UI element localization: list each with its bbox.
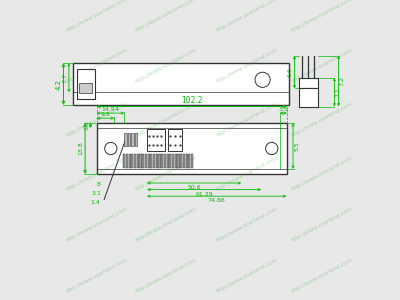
Bar — [158, 154, 160, 168]
Bar — [137, 154, 139, 168]
Bar — [180, 154, 182, 168]
Bar — [142, 154, 144, 168]
Text: http://www.soarland.com: http://www.soarland.com — [134, 48, 197, 84]
Bar — [147, 129, 165, 151]
Text: 14.94: 14.94 — [102, 107, 119, 112]
Bar — [126, 154, 128, 168]
Text: http://www.soarland.com: http://www.soarland.com — [215, 48, 278, 84]
Text: 74.86: 74.86 — [208, 198, 226, 203]
Text: http://www.soarland.com: http://www.soarland.com — [215, 102, 278, 138]
Bar — [191, 154, 193, 168]
Bar — [169, 154, 171, 168]
Bar — [123, 154, 125, 168]
Text: http://www.soarland.com: http://www.soarland.com — [134, 156, 197, 192]
Text: 5.5: 5.5 — [294, 141, 300, 151]
Text: 102.2: 102.2 — [181, 96, 202, 105]
Bar — [134, 154, 136, 168]
Bar — [177, 154, 180, 168]
Text: http://www.soarland.com: http://www.soarland.com — [65, 156, 128, 192]
Text: http://www.soarland.com: http://www.soarland.com — [65, 258, 128, 294]
Text: http://www.soarland.com: http://www.soarland.com — [134, 207, 197, 243]
Text: 6.6: 6.6 — [288, 67, 293, 77]
Bar — [128, 154, 131, 168]
Text: 8: 8 — [96, 182, 100, 187]
Text: http://www.soarland.com: http://www.soarland.com — [65, 48, 128, 84]
Text: http://www.soarland.com: http://www.soarland.com — [290, 207, 353, 243]
Bar — [140, 154, 142, 168]
Text: http://www.soarland.com: http://www.soarland.com — [290, 258, 353, 294]
Bar — [156, 154, 158, 168]
Text: 61.29: 61.29 — [195, 192, 213, 197]
Text: 7.2: 7.2 — [340, 76, 345, 86]
Text: 5.5: 5.5 — [84, 121, 89, 130]
Bar — [124, 133, 127, 146]
Bar — [134, 133, 137, 146]
Bar — [96, 123, 287, 174]
Text: 13.8: 13.8 — [78, 142, 84, 155]
Text: http://www.soarland.com: http://www.soarland.com — [290, 156, 353, 192]
Text: 3.9: 3.9 — [278, 107, 288, 112]
Text: 7.1: 7.1 — [336, 87, 340, 97]
Bar — [183, 154, 185, 168]
Text: http://www.soarland.com: http://www.soarland.com — [65, 0, 128, 33]
Text: http://www.soarland.com: http://www.soarland.com — [215, 0, 278, 33]
Text: http://www.soarland.com: http://www.soarland.com — [290, 0, 353, 33]
Bar — [164, 154, 166, 168]
Text: http://www.soarland.com: http://www.soarland.com — [134, 102, 197, 138]
Text: 9.5: 9.5 — [100, 112, 110, 117]
Bar — [168, 129, 182, 151]
Text: 50.6: 50.6 — [187, 185, 201, 190]
Text: http://www.soarland.com: http://www.soarland.com — [215, 207, 278, 243]
Text: http://www.soarland.com: http://www.soarland.com — [65, 102, 128, 138]
Bar — [72, 63, 288, 105]
Bar — [166, 154, 169, 168]
Text: http://www.soarland.com: http://www.soarland.com — [134, 258, 197, 294]
Bar — [131, 154, 134, 168]
Bar — [153, 154, 155, 168]
Text: 1.4: 1.4 — [91, 200, 101, 205]
Text: 3.1: 3.1 — [92, 191, 102, 196]
Bar — [150, 154, 152, 168]
Bar — [186, 154, 188, 168]
Text: 7.7: 7.7 — [63, 73, 68, 83]
Bar — [145, 154, 147, 168]
Bar — [79, 82, 92, 93]
Bar — [172, 154, 174, 168]
Text: http://www.soarland.com: http://www.soarland.com — [290, 48, 353, 84]
Text: http://www.soarland.com: http://www.soarland.com — [65, 207, 128, 243]
Text: http://www.soarland.com: http://www.soarland.com — [290, 102, 353, 138]
Text: http://www.soarland.com: http://www.soarland.com — [215, 156, 278, 192]
Bar — [188, 154, 190, 168]
Text: 4.2: 4.2 — [56, 79, 62, 89]
Bar — [77, 69, 95, 99]
Bar — [131, 133, 134, 146]
Bar — [175, 154, 177, 168]
Bar — [299, 88, 318, 106]
Bar — [299, 78, 318, 88]
Text: http://www.soarland.com: http://www.soarland.com — [215, 258, 278, 294]
Bar — [148, 154, 150, 168]
Text: http://www.soarland.com: http://www.soarland.com — [134, 0, 197, 33]
Bar — [161, 154, 163, 168]
Bar — [128, 133, 130, 146]
